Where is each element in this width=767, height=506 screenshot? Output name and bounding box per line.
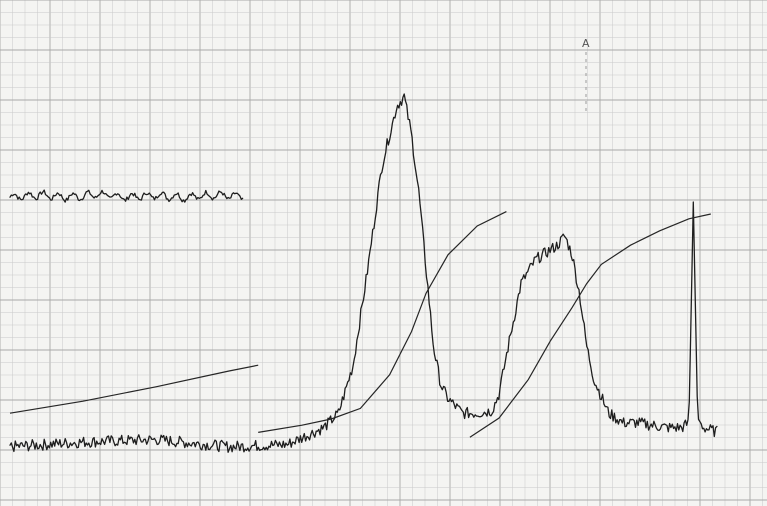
- reference-noise-trace: [9, 189, 244, 203]
- integral-3-curve: [469, 213, 711, 438]
- spectrum-trace: [9, 93, 718, 453]
- chart-traces: [9, 93, 718, 453]
- integral-2-curve: [258, 211, 507, 433]
- integral-1-curve: [9, 364, 259, 414]
- peak-marker: A: [582, 37, 590, 112]
- marker-label: A: [582, 37, 590, 50]
